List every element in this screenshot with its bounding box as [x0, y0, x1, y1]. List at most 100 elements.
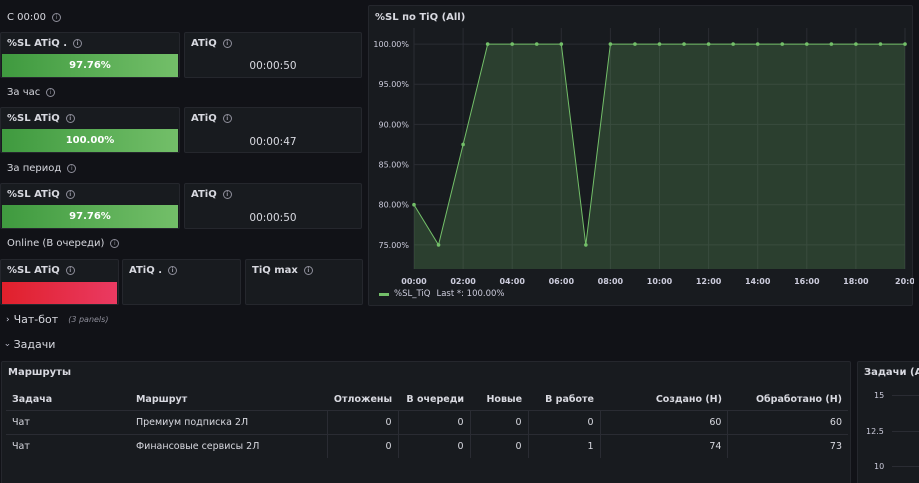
y-tick-label: 85.00% — [378, 161, 409, 170]
info-icon[interactable]: i — [110, 238, 120, 248]
routes-table: Задача Маршрут Отложены В очереди Новые … — [6, 389, 848, 458]
data-point — [510, 42, 514, 46]
grid-line — [892, 395, 919, 396]
sl-atiq-panel-online[interactable]: %SL ATiQ i — [0, 259, 119, 305]
info-icon[interactable]: i — [222, 189, 232, 199]
data-point — [878, 42, 883, 46]
info-icon[interactable]: i — [222, 38, 232, 48]
section-title-since-midnight: С 00:00 i — [7, 12, 61, 23]
info-icon[interactable]: i — [46, 87, 56, 97]
column-header[interactable]: Маршрут — [135, 393, 188, 405]
data-point — [608, 42, 613, 46]
column-header[interactable]: Создано (Н) — [655, 393, 722, 405]
data-point — [903, 42, 907, 46]
table-cell: 0 — [327, 433, 399, 458]
sl-gauge-bar: 97.76% — [2, 54, 178, 77]
y-tick-label: 75.00% — [378, 241, 409, 250]
info-icon[interactable]: i — [222, 113, 232, 123]
y-tick-label: 100.00% — [373, 40, 409, 49]
sl-gauge-bar: 100.00% — [2, 129, 178, 152]
row-tasks-title: Задачи — [13, 338, 56, 351]
sl-tiq-chart: 100.00% 95.00% 90.00% 85.00% 80.00% 75.00% 00:… — [373, 28, 914, 286]
table-cell: 1 — [527, 433, 600, 458]
tasks-all-panel[interactable]: Задачи (All) 15 12.5 10 — [857, 361, 919, 483]
table-cell: 73 — [727, 433, 848, 458]
table-row: Чат Финансовые сервисы 2Л 0 0 0 1 74 73 — [6, 433, 848, 458]
table-header-row: Задача Маршрут Отложены В очереди Новые … — [6, 389, 848, 410]
legend-swatch — [379, 292, 389, 296]
y-tick-label: 10 — [874, 462, 885, 471]
atiq-panel-hour[interactable]: ATiQ i 00:00:47 — [184, 107, 362, 153]
data-point — [559, 42, 564, 46]
column-header[interactable]: Новые — [486, 393, 523, 405]
chart-legend[interactable]: %SL_TiQ Last *: 100.00% — [379, 289, 505, 299]
x-tick-label: 14:00 — [745, 277, 771, 286]
table-row: Чат Премиум подписка 2Л 0 0 0 0 60 60 — [6, 409, 848, 434]
data-point — [706, 42, 711, 46]
series-area — [414, 44, 905, 269]
atiq-value: 00:00:47 — [249, 136, 297, 148]
column-header[interactable]: В очереди — [406, 393, 465, 405]
data-point — [682, 42, 686, 46]
info-icon[interactable]: i — [65, 265, 75, 275]
data-point — [485, 42, 490, 46]
info-icon[interactable]: i — [65, 113, 75, 123]
atiq-panel-period[interactable]: ATiQ i 00:00:50 — [184, 183, 362, 229]
column-header[interactable]: В работе — [545, 393, 594, 405]
info-icon[interactable]: i — [67, 163, 77, 173]
data-point — [829, 42, 834, 46]
chevron-right-icon: › — [6, 314, 10, 325]
x-tick-label: 02:00 — [450, 277, 476, 286]
atiq-panel-today[interactable]: ATiQ i 00:00:50 — [184, 32, 362, 78]
atiq-value: 00:00:50 — [249, 60, 297, 72]
info-icon[interactable]: i — [303, 265, 313, 275]
y-tick-label: 90.00% — [378, 120, 409, 129]
row-chatbot-header[interactable]: › Чат-бот (3 panels) — [6, 313, 108, 326]
routes-title: Маршруты — [8, 367, 71, 378]
x-tick-label: 16:00 — [794, 277, 820, 286]
table-cell: 74 — [599, 433, 728, 458]
table-cell: 0 — [397, 409, 471, 434]
y-tick-label: 12.5 — [866, 427, 884, 436]
legend-series-label: %SL_TiQ — [394, 289, 431, 299]
section-title-online: Online (В очереди) i — [7, 238, 120, 249]
info-icon[interactable]: i — [65, 189, 75, 199]
info-icon[interactable]: i — [168, 265, 177, 275]
atiq-value: 00:00:50 — [249, 212, 297, 224]
table-cell: 0 — [397, 433, 471, 458]
table-cell: 0 — [469, 433, 529, 458]
table-cell: 0 — [469, 409, 529, 434]
row-tasks-header[interactable]: ‹ Задачи — [3, 338, 56, 351]
info-icon[interactable]: i — [51, 12, 61, 22]
section-title-hour: За час i — [7, 87, 56, 98]
sl-atiq-panel-hour[interactable]: %SL ATiQ i 100.00% — [0, 107, 180, 153]
sl-atiq-panel-today[interactable]: %SL ATiQ .i 97.76% — [0, 32, 180, 78]
routes-panel[interactable]: Маршруты Задача Маршрут Отложены В очере… — [1, 361, 851, 483]
info-icon[interactable]: i — [73, 38, 83, 48]
column-header[interactable]: Отложены — [333, 393, 393, 405]
table-cell: Чат — [6, 409, 130, 434]
x-tick-label: 00:00 — [401, 277, 427, 286]
atiq-panel-online[interactable]: ATiQ .i — [122, 259, 241, 305]
data-point — [657, 42, 662, 46]
tiq-max-panel-online[interactable]: TiQ max i — [245, 259, 363, 305]
x-tick-label: 10:00 — [647, 277, 673, 286]
sl-tiq-chart-panel[interactable]: %SL по TiQ (All) 100.00% 95.00% 90.00% 85.0… — [368, 5, 914, 306]
column-header[interactable]: Обработано (Н) — [755, 393, 842, 405]
data-point — [584, 243, 588, 247]
table-cell: Финансовые сервисы 2Л — [129, 433, 328, 458]
legend-last-value: Last *: 100.00% — [436, 289, 505, 299]
data-point — [461, 142, 465, 147]
table-cell: Премиум подписка 2Л — [129, 409, 328, 434]
x-tick-label: 20:0 — [895, 277, 914, 286]
column-header[interactable]: Задача — [12, 393, 53, 405]
tasks-all-title: Задачи (All) — [864, 367, 919, 378]
section-title-period: За период i — [7, 163, 77, 174]
data-point — [436, 243, 441, 247]
grid-line — [892, 431, 919, 432]
sl-atiq-panel-period[interactable]: %SL ATiQ i 97.76% — [0, 183, 180, 229]
table-cell: 0 — [327, 409, 399, 434]
table-cell: 60 — [727, 409, 848, 434]
data-point — [805, 42, 809, 46]
y-tick-label: 15 — [874, 391, 885, 400]
